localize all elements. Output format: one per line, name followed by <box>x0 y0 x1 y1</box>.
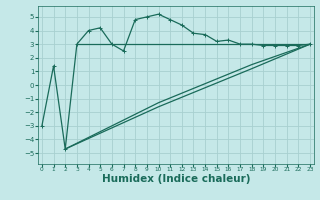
X-axis label: Humidex (Indice chaleur): Humidex (Indice chaleur) <box>102 174 250 184</box>
